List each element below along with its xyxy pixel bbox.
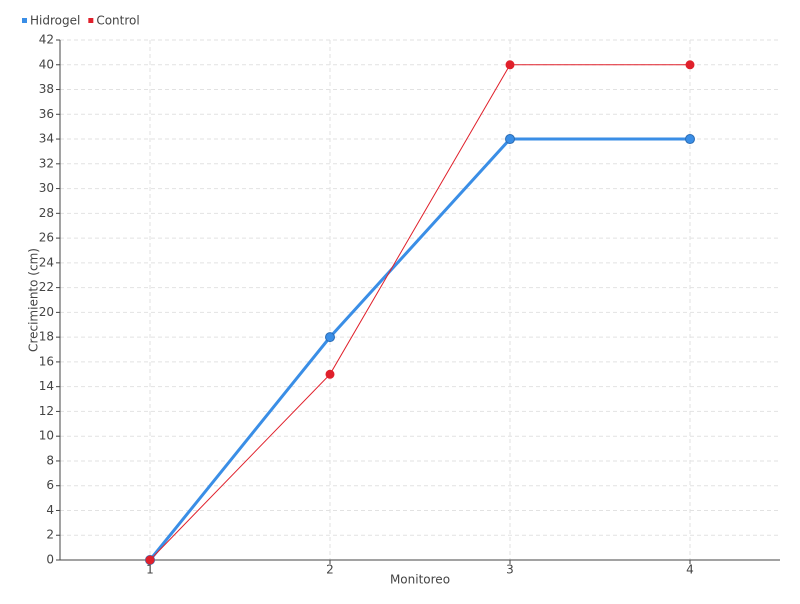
y-tick-label: 28: [39, 206, 54, 220]
series-line: [149, 64, 690, 561]
y-tick-label: 20: [39, 305, 54, 319]
y-tick-label: 0: [46, 553, 54, 567]
y-tick-label: 6: [46, 478, 54, 492]
y-tick-label: 4: [46, 503, 54, 517]
y-tick-label: 36: [39, 107, 54, 121]
y-tick-label: 16: [39, 354, 54, 368]
y-tick-label: 8: [46, 453, 54, 467]
y-tick-label: 12: [39, 404, 54, 418]
point: [685, 60, 695, 70]
y-tick-label: 34: [39, 132, 54, 146]
y-tick-label: 32: [39, 156, 54, 170]
y-axis-label: Crecimiento (cm): [27, 248, 41, 352]
y-tick-label: 42: [39, 33, 54, 47]
x-tick-label: 1: [146, 563, 154, 577]
y-tick-label: 30: [39, 181, 54, 195]
point: [505, 134, 515, 145]
legend-swatch: [22, 18, 27, 23]
y-tick-label: 10: [39, 429, 54, 443]
x-tick-label: 2: [326, 563, 334, 577]
legend-label: Control: [96, 14, 139, 28]
legend-label: Hidrogel: [30, 14, 80, 28]
y-tick-label: 18: [39, 330, 54, 344]
y-tick-label: 38: [39, 82, 54, 96]
y-tick-label: 14: [39, 379, 54, 393]
y-tick-label: 2: [46, 528, 54, 542]
point: [325, 369, 335, 379]
legend-swatch: [88, 18, 94, 23]
point: [685, 134, 695, 145]
y-tick-label: 40: [39, 57, 54, 71]
point: [325, 332, 335, 343]
y-tick-label: 24: [39, 255, 54, 269]
series-line: [148, 137, 690, 561]
x-tick-label: 4: [686, 563, 694, 577]
x-tick-label: 3: [506, 563, 514, 577]
x-axis-label: Monitoreo: [390, 573, 450, 587]
point: [145, 555, 155, 565]
point: [505, 60, 515, 70]
y-tick-label: 22: [39, 280, 54, 294]
y-tick-label: 26: [39, 231, 54, 245]
